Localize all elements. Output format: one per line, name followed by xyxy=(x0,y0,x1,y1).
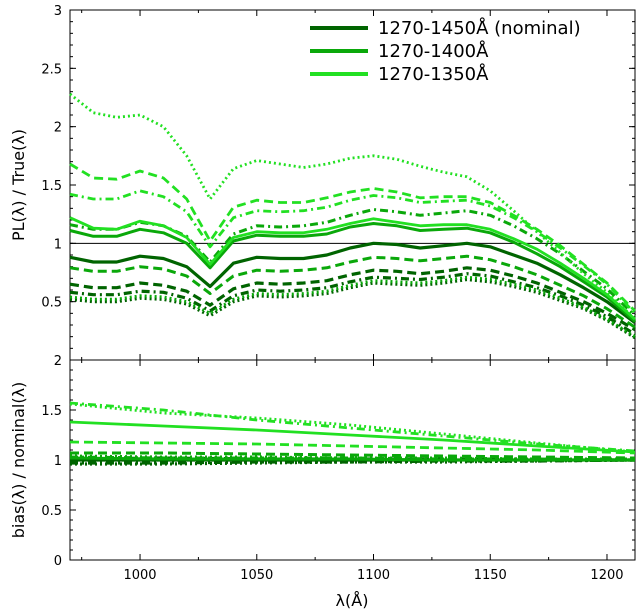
series-0-dotdash-line xyxy=(69,272,636,336)
y-tick-label: 1 xyxy=(54,237,62,252)
top-plot-frame xyxy=(69,9,636,361)
series-2-solid-line xyxy=(69,420,636,454)
y-tick-label: 2 xyxy=(54,121,62,136)
bottom-panel: 0 0.5 1 1.5 2 1000 1050 1100 1150 1200 bias(λ) / … xyxy=(9,354,636,610)
x-axis-label: λ(Å) xyxy=(336,591,369,610)
series-0-dashed-line xyxy=(69,266,636,332)
x-tick-label: 1000 xyxy=(123,568,156,583)
x-tick-label: 1200 xyxy=(590,568,623,583)
series-1-dotdash-line xyxy=(69,455,636,462)
series-1-solid-line xyxy=(69,222,636,323)
legend-label-nominal: 1270-1450Å (nominal) xyxy=(378,17,581,39)
y-tick-label: 1.5 xyxy=(41,404,62,419)
legend-label-1400: 1270-1400Å xyxy=(378,40,489,62)
x-tick-label: 1100 xyxy=(357,568,390,583)
bottom-y-axis-label: bias(λ) / nominal(λ) xyxy=(9,382,28,539)
legend-label-1350: 1270-1350Å xyxy=(378,63,489,85)
bottom-ticks: 0 0.5 1 1.5 2 1000 1050 1100 1150 1200 xyxy=(41,354,635,583)
y-tick-label: 0.5 xyxy=(41,296,62,311)
y-tick-label: 2 xyxy=(54,354,62,369)
series-2-dotdash-line xyxy=(69,401,636,453)
series-2-solid-line xyxy=(69,216,636,321)
series-0-dotdash-line xyxy=(70,458,636,465)
top-ticks: 0.5 1 1.5 2 2.5 3 xyxy=(41,4,635,361)
top-y-axis-label: PL(λ) / True(λ) xyxy=(9,129,28,241)
x-tick-label: 1050 xyxy=(240,568,273,583)
series-2-dashed-line xyxy=(69,162,636,312)
series-0-solid-line xyxy=(69,241,636,324)
x-tick-label: 1150 xyxy=(474,568,507,583)
y-tick-label: 1.5 xyxy=(41,179,62,194)
y-tick-label: 0.5 xyxy=(41,504,62,519)
y-tick-label: 1 xyxy=(54,454,62,469)
y-tick-label: 0 xyxy=(54,554,62,569)
series-1-dotted-line xyxy=(69,454,635,461)
series-1-dashed-line xyxy=(70,451,636,460)
bottom-series xyxy=(69,401,636,466)
series-2-dotted-line xyxy=(69,92,636,321)
series-1-dashed-line xyxy=(69,254,636,329)
series-2-dashed-line xyxy=(69,440,636,455)
top-series xyxy=(69,92,637,340)
y-tick-label: 2.5 xyxy=(41,62,62,77)
top-panel: 0.5 1 1.5 2 2.5 3 PL(λ) / True(λ) xyxy=(9,4,637,361)
y-tick-label: 3 xyxy=(54,4,62,19)
series-2-dotted-line xyxy=(69,402,636,454)
legend: 1270-1450Å (nominal) 1270-1400Å 1270-135… xyxy=(310,17,581,85)
